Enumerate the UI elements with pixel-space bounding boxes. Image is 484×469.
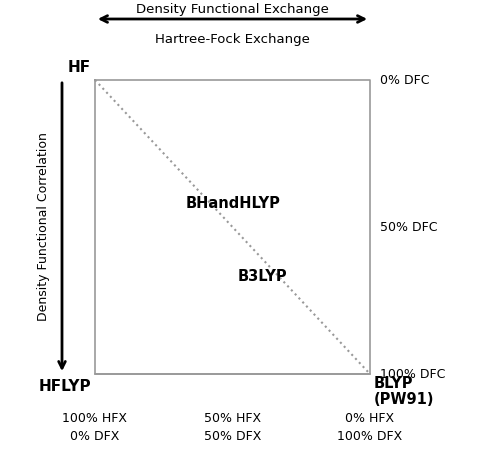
Text: 0% DFC: 0% DFC (379, 74, 429, 86)
Text: Density Functional Correlation: Density Functional Correlation (37, 133, 50, 321)
Text: HFLYP: HFLYP (38, 379, 91, 394)
Text: (PW91): (PW91) (373, 392, 434, 407)
Text: 100% DFX: 100% DFX (337, 430, 402, 443)
Text: 0% HFX: 0% HFX (345, 412, 394, 425)
Text: 100% HFX: 100% HFX (62, 412, 127, 425)
Text: B3LYP: B3LYP (238, 270, 287, 285)
Text: 50% HFX: 50% HFX (203, 412, 260, 425)
Text: HF: HF (68, 60, 91, 75)
Text: BLYP: BLYP (373, 376, 413, 391)
Text: 0% DFX: 0% DFX (70, 430, 120, 443)
Text: 50% DFX: 50% DFX (203, 430, 261, 443)
Text: Hartree-Fock Exchange: Hartree-Fock Exchange (155, 33, 309, 46)
Text: BHandHLYP: BHandHLYP (185, 196, 280, 211)
Text: Density Functional Exchange: Density Functional Exchange (136, 3, 328, 16)
Text: 50% DFC: 50% DFC (379, 220, 437, 234)
Text: 100% DFC: 100% DFC (379, 368, 444, 380)
